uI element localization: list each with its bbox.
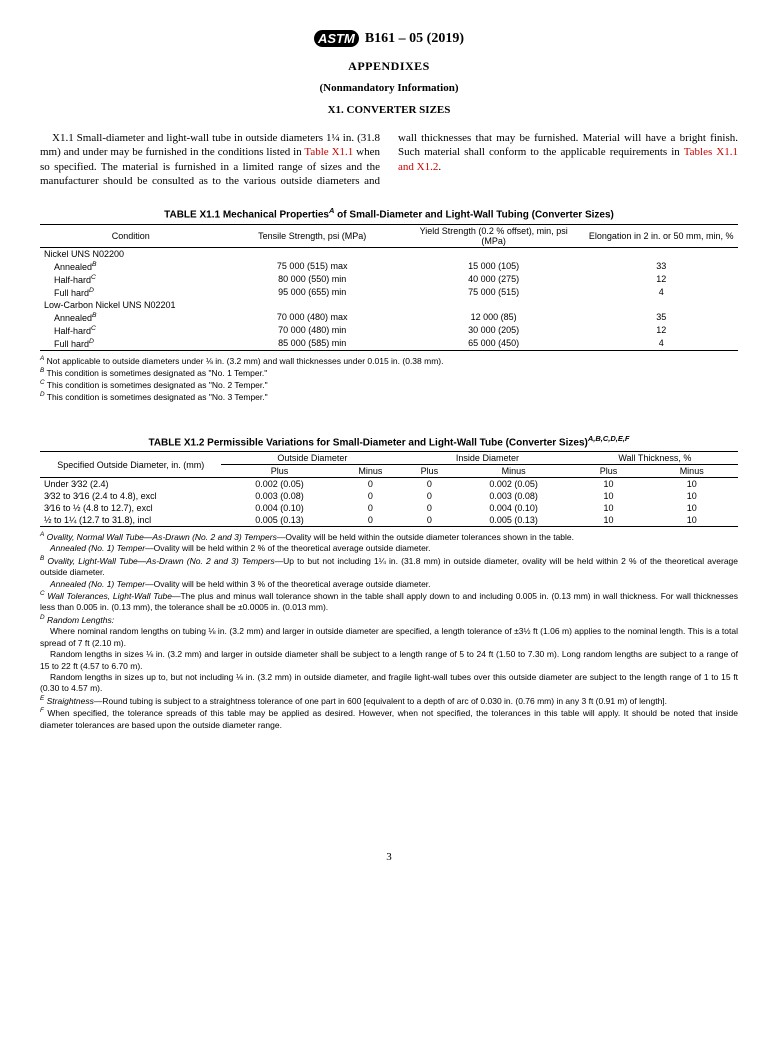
cell-odm: 0 <box>338 478 404 491</box>
cell-yield: 30 000 (205) <box>403 324 584 337</box>
th-tensile: Tensile Strength, psi (MPa) <box>221 224 402 247</box>
cell-idp: 0 <box>403 490 455 502</box>
cell-yield: 15 000 (105) <box>403 260 584 273</box>
table-x11: Condition Tensile Strength, psi (MPa) Yi… <box>40 224 738 351</box>
th-id: Inside Diameter <box>403 452 571 465</box>
th-w-minus: Minus <box>645 465 738 478</box>
astm-logo-icon: ASTM <box>314 30 359 47</box>
th-id-plus: Plus <box>403 465 455 478</box>
cell-wp: 10 <box>572 490 646 502</box>
page-header: ASTM B161 – 05 (2019) APPENDIXES (Nonman… <box>40 30 738 116</box>
cell-idp: 0 <box>403 514 455 527</box>
th-wall: Wall Thickness, % <box>572 452 738 465</box>
table1-caption: TABLE X1.1 Mechanical PropertiesA of Sma… <box>40 206 738 220</box>
cell-wm: 10 <box>645 514 738 527</box>
cell-idm: 0.002 (0.05) <box>456 478 572 491</box>
cell-condition: Half-hardC <box>40 324 221 337</box>
cell-idm: 0.003 (0.08) <box>456 490 572 502</box>
cell-yield: 12 000 (85) <box>403 311 584 324</box>
cell-spec: 3⁄32 to 3⁄16 (2.4 to 4.8), excl <box>40 490 221 502</box>
table-row: 3⁄16 to ½ (4.8 to 12.7), excl0.004 (0.10… <box>40 502 738 514</box>
appendixes-heading: APPENDIXES <box>40 59 738 74</box>
table-x11-link[interactable]: Table X1.1 <box>304 146 353 158</box>
cell-spec: ½ to 1¼ (12.7 to 31.8), incl <box>40 514 221 527</box>
cell-yield: 40 000 (275) <box>403 273 584 286</box>
cell-tensile: 70 000 (480) max <box>221 311 402 324</box>
cell-idm: 0.004 (0.10) <box>456 502 572 514</box>
cell-elong: 12 <box>584 324 738 337</box>
cell-odp: 0.004 (0.10) <box>221 502 337 514</box>
group-header: Nickel UNS N02200 <box>40 247 738 260</box>
cell-wp: 10 <box>572 478 646 491</box>
table2-caption: TABLE X1.2 Permissible Variations for Sm… <box>40 434 738 448</box>
cell-elong: 12 <box>584 273 738 286</box>
cell-yield: 75 000 (515) <box>403 286 584 299</box>
th-condition: Condition <box>40 224 221 247</box>
th-elong: Elongation in 2 in. or 50 mm, min, % <box>584 224 738 247</box>
cell-elong: 4 <box>584 337 738 351</box>
cell-odm: 0 <box>338 490 404 502</box>
cell-condition: Full hardD <box>40 337 221 351</box>
cell-idp: 0 <box>403 478 455 491</box>
table-row: Half-hardC70 000 (480) min30 000 (205)12 <box>40 324 738 337</box>
cell-elong: 35 <box>584 311 738 324</box>
cell-spec: Under 3⁄32 (2.4) <box>40 478 221 491</box>
cell-odp: 0.002 (0.05) <box>221 478 337 491</box>
cell-wm: 10 <box>645 478 738 491</box>
cell-odp: 0.005 (0.13) <box>221 514 337 527</box>
table1-footnotes: A Not applicable to outside diameters un… <box>40 355 738 404</box>
cell-idm: 0.005 (0.13) <box>456 514 572 527</box>
th-od-minus: Minus <box>338 465 404 478</box>
cell-condition: AnnealedB <box>40 260 221 273</box>
th-id-minus: Minus <box>456 465 572 478</box>
cell-tensile: 70 000 (480) min <box>221 324 402 337</box>
cell-wp: 10 <box>572 502 646 514</box>
cell-wp: 10 <box>572 514 646 527</box>
table-row: Full hardD95 000 (655) min75 000 (515)4 <box>40 286 738 299</box>
th-od-plus: Plus <box>221 465 337 478</box>
cell-wm: 10 <box>645 490 738 502</box>
table-row: 3⁄32 to 3⁄16 (2.4 to 4.8), excl0.003 (0.… <box>40 490 738 502</box>
cell-tensile: 85 000 (585) min <box>221 337 402 351</box>
cell-condition: Half-hardC <box>40 273 221 286</box>
cell-elong: 4 <box>584 286 738 299</box>
logo-spec-line: ASTM B161 – 05 (2019) <box>314 30 464 47</box>
para-tail: . <box>438 161 441 173</box>
cell-odm: 0 <box>338 514 404 527</box>
nonmandatory-label: (Nonmandatory Information) <box>40 82 738 94</box>
group-header: Low-Carbon Nickel UNS N02201 <box>40 299 738 311</box>
table-row: Half-hardC80 000 (550) min40 000 (275)12 <box>40 273 738 286</box>
table-row: Under 3⁄32 (2.4)0.002 (0.05)000.002 (0.0… <box>40 478 738 491</box>
table-row: ½ to 1¼ (12.7 to 31.8), incl0.005 (0.13)… <box>40 514 738 527</box>
cell-tensile: 80 000 (550) min <box>221 273 402 286</box>
table-row: AnnealedB75 000 (515) max15 000 (105)33 <box>40 260 738 273</box>
cell-condition: Full hardD <box>40 286 221 299</box>
cell-yield: 65 000 (450) <box>403 337 584 351</box>
section-title: X1. CONVERTER SIZES <box>40 104 738 116</box>
cell-wm: 10 <box>645 502 738 514</box>
cell-tensile: 95 000 (655) min <box>221 286 402 299</box>
table-row: AnnealedB70 000 (480) max12 000 (85)35 <box>40 311 738 324</box>
page-number: 3 <box>40 851 738 863</box>
th-yield: Yield Strength (0.2 % offset), min, psi … <box>403 224 584 247</box>
cell-idp: 0 <box>403 502 455 514</box>
cell-elong: 33 <box>584 260 738 273</box>
cell-condition: AnnealedB <box>40 311 221 324</box>
cell-odm: 0 <box>338 502 404 514</box>
table-x12: Specified Outside Diameter, in. (mm) Out… <box>40 451 738 527</box>
th-w-plus: Plus <box>572 465 646 478</box>
intro-paragraph: X1.1 Small-diameter and light-wall tube … <box>40 131 738 188</box>
cell-odp: 0.003 (0.08) <box>221 490 337 502</box>
designation: B161 – 05 (2019) <box>365 31 464 47</box>
th-od: Outside Diameter <box>221 452 403 465</box>
table-row: Full hardD85 000 (585) min65 000 (450)4 <box>40 337 738 351</box>
cell-tensile: 75 000 (515) max <box>221 260 402 273</box>
th-spec: Specified Outside Diameter, in. (mm) <box>40 452 221 478</box>
table2-footnotes: A Ovality, Normal Wall Tube—As-Drawn (No… <box>40 531 738 731</box>
cell-spec: 3⁄16 to ½ (4.8 to 12.7), excl <box>40 502 221 514</box>
